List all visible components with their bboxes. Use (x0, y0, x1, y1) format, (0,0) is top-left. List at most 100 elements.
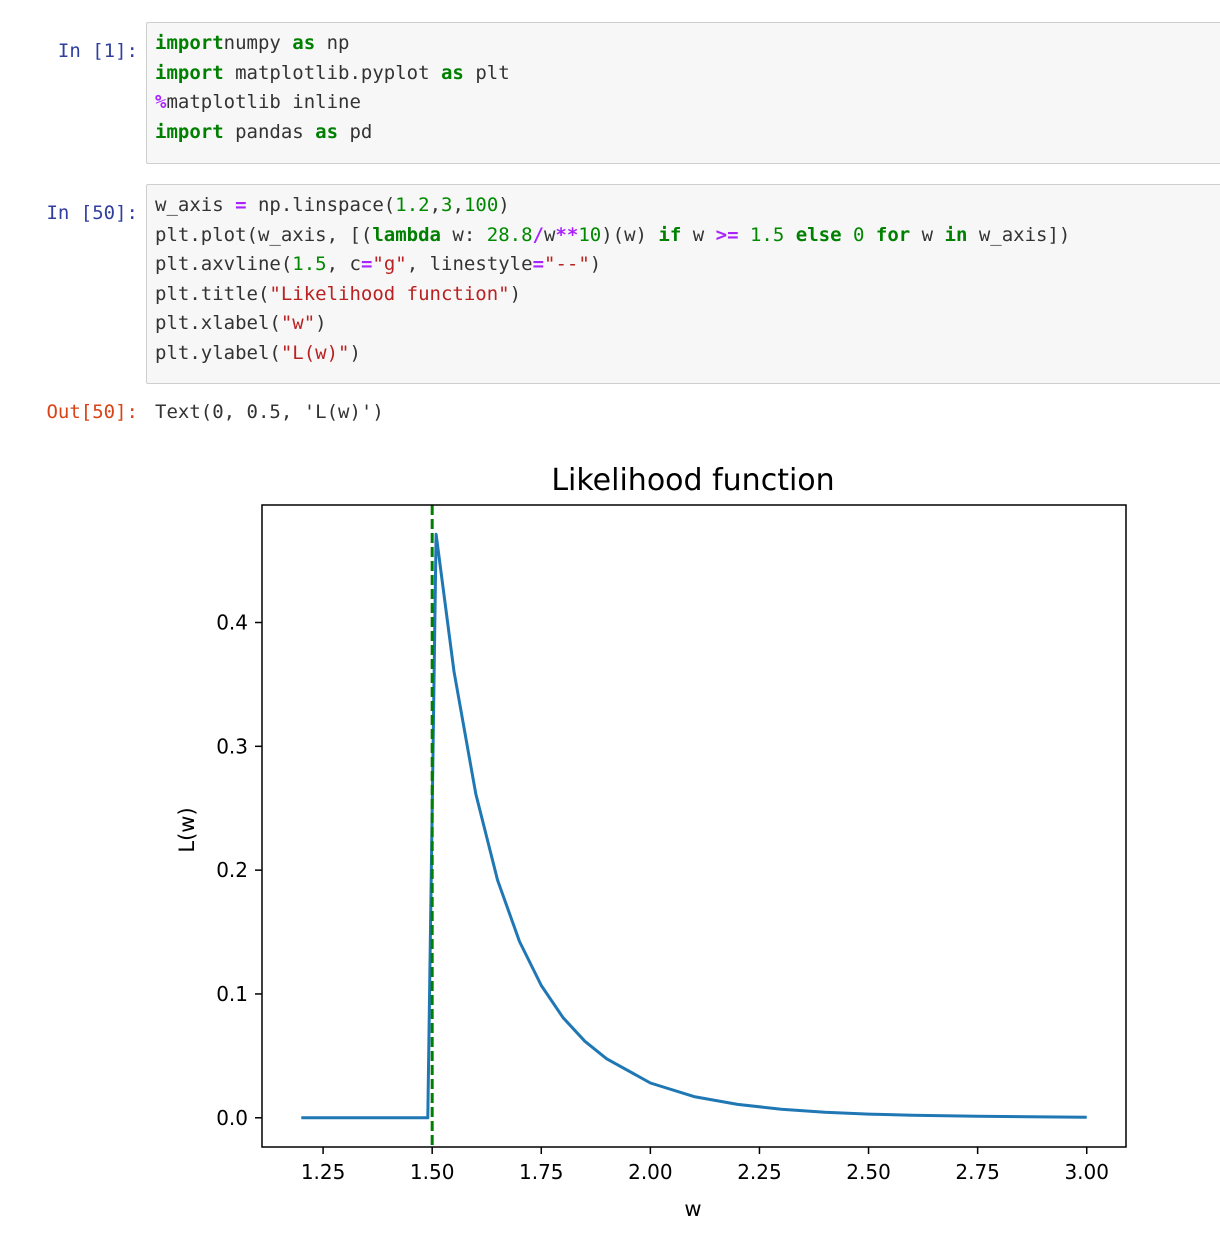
code-token (864, 224, 875, 246)
code-token: w: (440, 223, 487, 246)
code-token: , (452, 194, 464, 216)
code-token: ) (349, 341, 361, 364)
series-line (301, 532, 1087, 1120)
y-tick-label: 0.4 (216, 611, 248, 635)
chart-title: Likelihood function (551, 463, 834, 498)
plot-area: 1.25 1.50 1.75 2.00 2.25 2.50 2.75 3.00 0.0 0.1 0.… (216, 504, 1127, 1184)
input-prompt: In [50]: (46, 202, 138, 224)
x-tick-label: 2.25 (737, 1160, 782, 1184)
y-axis-label: L(w) (175, 807, 199, 852)
code-token: , (429, 194, 442, 216)
code-token: matplotlib.pyplot (223, 61, 441, 84)
code-token: 100 (463, 194, 499, 216)
code-line: plt.axvline(1.5, c="g", linestyle="--") (155, 250, 1220, 280)
code-line: importnumpy as np (155, 29, 1220, 59)
code-token: lambda (372, 223, 441, 246)
x-tick-label: 1.50 (410, 1160, 455, 1184)
code-token: "w" (280, 312, 316, 334)
code-editor[interactable]: importnumpy as np import matplotlib.pyplo… (146, 22, 1220, 164)
code-token: w (910, 223, 945, 246)
code-token: 28.8 (486, 223, 533, 246)
x-tick-label: 1.75 (519, 1160, 564, 1184)
code-token: import (155, 32, 224, 54)
code-token: ) (589, 253, 602, 275)
code-line: plt.ylabel("L(w)") (155, 339, 1220, 369)
code-token: = (235, 194, 247, 216)
code-token: , linestyle (406, 253, 533, 275)
code-line: plt.xlabel("w") (155, 309, 1220, 339)
y-tick-label: 0.1 (216, 982, 248, 1006)
x-tick-label: 1.25 (301, 1160, 346, 1184)
code-token: import (155, 61, 224, 84)
code-token: in (944, 223, 968, 246)
code-token: 10 (578, 223, 602, 246)
output-text: Text(0, 0.5, 'L(w)') (155, 401, 384, 423)
code-token: plt.xlabel( (155, 312, 281, 334)
code-token: numpy (223, 32, 293, 54)
code-token: 0 (852, 223, 865, 246)
code-token: as (292, 32, 316, 54)
y-tick-label: 0.3 (216, 734, 248, 758)
code-token: np (315, 32, 350, 54)
code-token: import (155, 120, 224, 143)
input-prompt: In [1]: (57, 40, 138, 62)
code-token: pd (338, 120, 373, 143)
x-tick-label: 2.75 (955, 1160, 1000, 1184)
code-token: "L(w)" (280, 341, 350, 364)
code-token: / (532, 223, 544, 246)
code-token: ) (315, 312, 327, 334)
code-line: import matplotlib.pyplot as plt (155, 59, 1220, 89)
code-token: else (795, 223, 842, 246)
code-token: , c (326, 253, 361, 275)
code-token: ** (555, 223, 579, 246)
code-line: %matplotlib inline (155, 88, 1220, 118)
code-token: w (543, 223, 556, 246)
code-token (842, 224, 853, 246)
code-token: plt.axvline( (155, 253, 293, 275)
x-tick-label: 2.50 (846, 1160, 891, 1184)
code-token: plt.ylabel( (155, 341, 281, 364)
code-token (739, 224, 750, 246)
y-tick-label: 0.2 (216, 858, 248, 882)
code-token: plt.title( (155, 282, 270, 305)
code-token: 1.2 (395, 194, 430, 216)
code-token: "g" (372, 253, 407, 275)
code-token: >= (715, 223, 739, 246)
output-prompt: Out[50]: (46, 401, 138, 423)
code-token: as (440, 61, 464, 84)
code-token: pandas (223, 120, 316, 143)
y-tick-label: 0.0 (216, 1106, 248, 1130)
code-token: )(w) (601, 223, 659, 246)
code-token: w_axis (155, 194, 236, 216)
code-token: if (658, 223, 682, 246)
x-tick-label: 3.00 (1064, 1160, 1109, 1184)
plot-figure: Likelihood function w L(w) 1.25 1.50 1.75 2… (150, 450, 1150, 1234)
code-line: w_axis = np.linspace(1.2,3,100) (155, 191, 1220, 221)
code-token: "Likelihood function" (269, 282, 510, 305)
code-token: plt (463, 61, 510, 84)
code-token: 1.5 (292, 253, 327, 275)
likelihood-chart: Likelihood function w L(w) 1.25 1.50 1.75 2… (175, 463, 1127, 1221)
code-token: plt.plot(w_axis, [( (155, 223, 373, 246)
code-token: w (681, 223, 716, 246)
code-line: plt.title("Likelihood function") (155, 280, 1220, 310)
code-line: plt.plot(w_axis, [(lambda w: 28.8/w**10)… (155, 221, 1220, 251)
code-token: "--" (544, 253, 590, 275)
code-token: for (875, 223, 911, 246)
code-token: % (155, 91, 167, 113)
code-token: 3 (441, 194, 453, 216)
code-token (784, 224, 795, 246)
code-editor[interactable]: w_axis = np.linspace(1.2,3,100) plt.plot(… (146, 184, 1220, 384)
code-token: w_axis]) (967, 223, 1071, 246)
code-token: 1.5 (749, 223, 785, 246)
code-token: np.linspace( (246, 194, 396, 216)
code-token: = (360, 253, 373, 275)
code-token: as (315, 120, 339, 143)
code-token: matplotlib inline (166, 91, 361, 113)
x-axis-label: w (684, 1197, 701, 1221)
axes-frame (261, 504, 1127, 1148)
code-line: import pandas as pd (155, 118, 1220, 148)
x-tick-label: 2.00 (628, 1160, 673, 1184)
code-token: = (532, 253, 545, 275)
code-token: ) (498, 194, 510, 216)
